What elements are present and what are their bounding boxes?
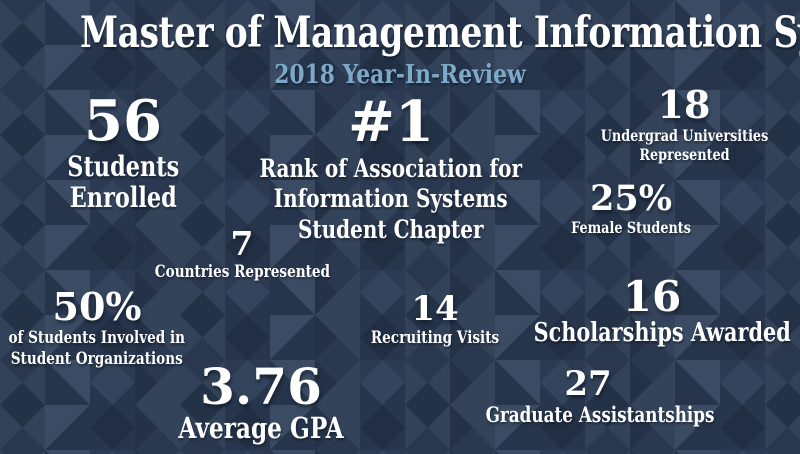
stat-value: 56 <box>84 88 162 154</box>
stat-value: 18 <box>657 82 711 127</box>
stat-label: Average GPA <box>178 411 344 445</box>
stat-countries-represented: 7 Countries Represented <box>133 224 351 283</box>
stat-label: of Students Involved in Student Organiza… <box>8 328 186 369</box>
stat-label: Recruiting Visits <box>370 328 500 349</box>
stat-label: Graduate Assistantships <box>485 402 715 428</box>
stat-value: 14 <box>411 289 459 329</box>
stat-ais-chapter-rank: #1 Rank of Association for Information S… <box>232 89 550 245</box>
stat-label: Countries Represented <box>154 262 331 283</box>
stat-female-students: 25% Female Students <box>520 178 742 238</box>
poster-header: Master of Management Information Systems… <box>0 8 800 90</box>
stat-label: Students Enrolled <box>67 149 179 215</box>
stat-average-gpa: 3.76 Average GPA <box>144 357 378 445</box>
stat-label: Undergrad Universities Represented <box>600 126 768 165</box>
stat-recruiting-visits: 14 Recruiting Visits <box>332 289 538 349</box>
page-title: Master of Management Information Systems <box>80 8 800 58</box>
stat-undergrad-universities: 18 Undergrad Universities Represented <box>570 82 798 165</box>
stat-value: #1 <box>348 89 434 155</box>
stat-value: 7 <box>230 224 254 263</box>
stat-students-enrolled: 56 Students Enrolled <box>18 88 228 215</box>
stat-student-organizations: 50% of Students Involved in Student Orga… <box>2 284 192 369</box>
stat-value: 16 <box>622 272 682 321</box>
stat-value: 50% <box>52 284 142 329</box>
page-subtitle: 2018 Year-In-Review <box>274 60 526 90</box>
stat-scholarships-awarded: 16 Scholarships Awarded <box>504 272 800 349</box>
stat-label: Scholarships Awarded <box>533 318 791 349</box>
stat-value: 27 <box>564 364 612 404</box>
stat-graduate-assistantships: 27 Graduate Assistantships <box>460 364 716 428</box>
stat-label: Rank of Association for Information Syst… <box>259 153 523 244</box>
stat-value: 3.76 <box>200 357 322 416</box>
stat-value: 25% <box>590 178 672 219</box>
stat-label: Female Students <box>571 218 691 238</box>
